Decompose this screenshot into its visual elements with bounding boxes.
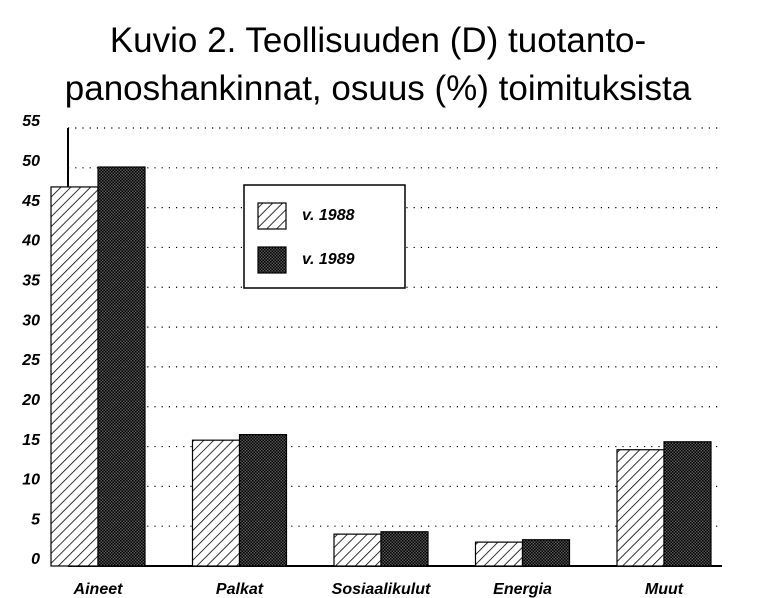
bar: [333, 533, 382, 567]
x-tick-label: Muut: [645, 581, 684, 598]
y-tick-label: 55: [22, 113, 41, 130]
bar: [97, 166, 146, 567]
bar: [50, 186, 99, 567]
x-tick-label: Sosiaalikulut: [332, 581, 431, 598]
legend-swatch: [257, 246, 287, 274]
y-tick-label: 5: [31, 511, 41, 528]
y-tick-label: 25: [21, 352, 41, 369]
y-tick-label: 40: [21, 233, 40, 250]
bar: [663, 441, 712, 567]
bar: [191, 439, 241, 567]
y-tick-label: 10: [22, 472, 40, 489]
bar: [474, 541, 524, 567]
y-tick-label: 45: [21, 193, 41, 210]
legend-label: v. 1989: [302, 251, 355, 268]
y-tick-label: 0: [31, 551, 40, 568]
y-tick-label: 35: [22, 272, 41, 289]
x-tick-label: Aineet: [73, 581, 124, 598]
bar: [521, 539, 571, 567]
chart-title: Kuvio 2. Teollisuuden (D) tuotanto-: [110, 21, 646, 60]
bar: [616, 449, 665, 567]
x-tick-label: Palkat: [216, 581, 264, 598]
y-tick-label: 15: [22, 432, 41, 449]
legend-swatch: [257, 202, 287, 230]
y-tick-label: 50: [22, 153, 40, 170]
y-tick-label: 20: [21, 392, 40, 409]
bar: [238, 434, 288, 567]
y-tick-label: 30: [22, 312, 40, 329]
legend-label: v. 1988: [302, 207, 355, 224]
bar: [380, 531, 429, 567]
chart-title: panoshankinnat, osuus (%) toimituksista: [65, 69, 692, 108]
x-tick-label: Energia: [493, 581, 552, 598]
